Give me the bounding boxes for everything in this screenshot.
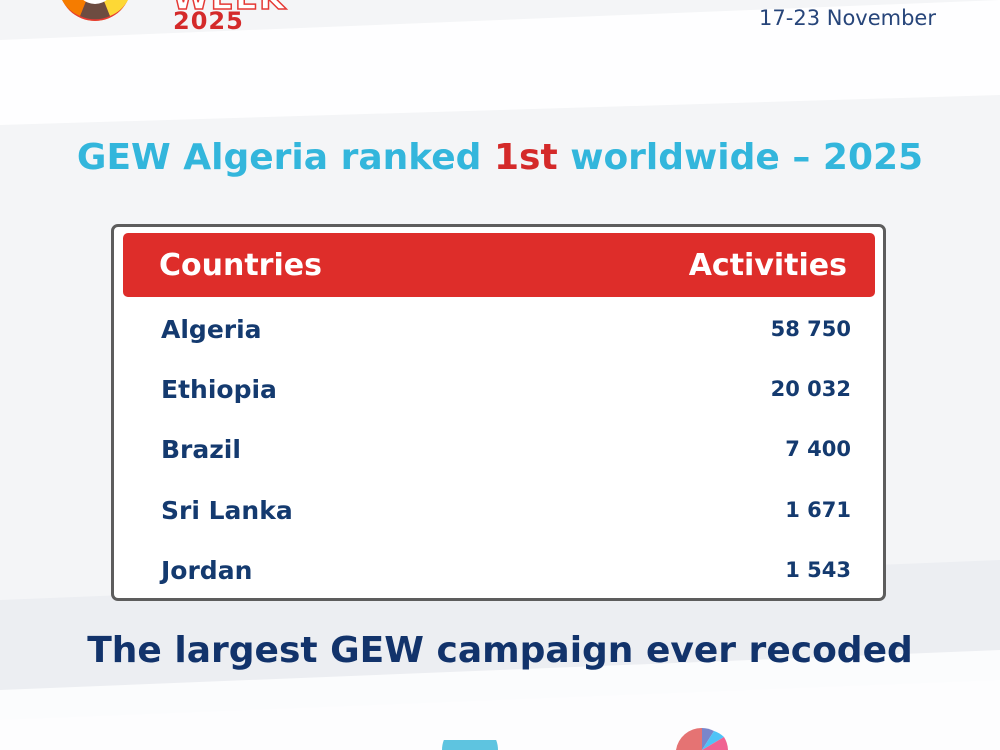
decorative-pie-icon	[676, 728, 728, 750]
ranking-table: Countries Activities Algeria 58 750 Ethi…	[111, 224, 886, 601]
country-cell: Sri Lanka	[161, 495, 293, 525]
country-cell: Ethiopia	[161, 374, 277, 404]
column-header-countries: Countries	[159, 247, 322, 283]
decorative-circle-icon	[442, 740, 498, 750]
country-cell: Jordan	[161, 555, 253, 585]
country-cell: Brazil	[161, 434, 241, 464]
headline-after: worldwide – 2025	[557, 137, 924, 178]
table-row: Brazil 7 400	[161, 429, 851, 469]
activities-cell: 58 750	[770, 317, 851, 341]
gew-logo-icon	[62, 0, 128, 21]
activities-cell: 7 400	[785, 437, 851, 461]
table-row: Sri Lanka 1 671	[161, 490, 851, 530]
logo-year: 2025	[173, 7, 244, 35]
headline-accent: 1st	[493, 137, 558, 178]
table-header: Countries Activities	[123, 233, 875, 297]
activities-cell: 1 543	[785, 558, 851, 582]
event-dates: 17-23 November	[759, 6, 936, 30]
tagline: The largest GEW campaign ever recoded	[87, 630, 913, 671]
table-row: Jordan 1 543	[161, 550, 851, 590]
table-row: Ethiopia 20 032	[161, 369, 851, 409]
headline-before: GEW Algeria ranked	[76, 137, 494, 178]
activities-cell: 1 671	[785, 498, 851, 522]
headline: GEW Algeria ranked 1st worldwide – 2025	[0, 137, 1000, 178]
table-row: Algeria 58 750	[161, 309, 851, 349]
column-header-activities: Activities	[688, 247, 847, 283]
logo-word: WEEK	[171, 0, 286, 19]
activities-cell: 20 032	[770, 377, 851, 401]
country-cell: Algeria	[161, 314, 262, 344]
